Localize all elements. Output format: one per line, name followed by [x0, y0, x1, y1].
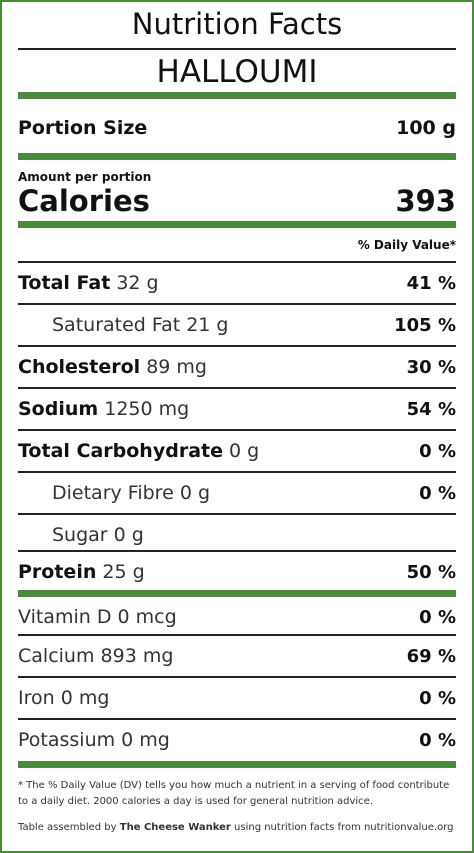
divider	[18, 303, 456, 305]
nutrient-amount: 21 g	[186, 314, 229, 336]
nutrient-row-total-carbohydrate: Total Carbohydrate 0 g 0 %	[18, 431, 456, 471]
vitamin-amount: 0 mcg	[117, 606, 177, 628]
vitamin-percent: 0 %	[419, 729, 456, 751]
vitamin-amount: 893 mg	[100, 645, 174, 667]
vitamin-name: Iron	[18, 687, 55, 709]
daily-value-header: % Daily Value*	[357, 238, 456, 252]
daily-value-footnote: * The % Daily Value (DV) tells you how m…	[18, 780, 450, 807]
divider-thick	[18, 221, 456, 228]
credit-author: The Cheese Wanker	[119, 822, 231, 833]
divider-thick	[18, 153, 456, 160]
divider-thick	[18, 590, 456, 597]
nutrient-name: Protein	[18, 561, 97, 583]
nutrient-name: Total Fat	[18, 272, 111, 294]
amount-per-portion: Amount per portion	[18, 170, 152, 184]
nutrient-name: Cholesterol	[18, 356, 141, 378]
divider	[18, 550, 456, 552]
nutrient-name: Sodium	[18, 398, 99, 420]
portion-size-value: 100 g	[396, 117, 456, 139]
vitamin-percent: 0 %	[419, 606, 456, 628]
divider-thick	[18, 92, 456, 99]
divider	[18, 345, 456, 347]
nutrient-percent: 50 %	[406, 561, 456, 583]
nutrient-row-saturated-fat: Saturated Fat 21 g 105 %	[18, 305, 456, 345]
portion-size-label: Portion Size	[18, 117, 148, 139]
nutrient-percent: 41 %	[406, 272, 456, 294]
nutrient-name: Total Carbohydrate	[18, 440, 223, 462]
nutrient-amount: 32 g	[116, 272, 159, 294]
divider	[18, 513, 456, 515]
vitamin-name: Vitamin D	[18, 606, 112, 628]
portion-size-row: Portion Size 100 g	[18, 114, 456, 142]
divider	[18, 261, 456, 263]
label-title: Nutrition Facts	[131, 7, 343, 41]
vitamin-name: Calcium	[18, 645, 95, 667]
nutrient-percent: 54 %	[406, 398, 456, 420]
vitamin-row-calcium: Calcium 893 mg 69 %	[18, 636, 456, 676]
divider	[18, 718, 456, 720]
nutrient-amount: 0 g	[229, 440, 260, 462]
nutrient-percent: 0 %	[419, 482, 456, 504]
vitamin-name: Potassium	[18, 729, 116, 751]
vitamin-percent: 69 %	[406, 645, 456, 667]
nutrient-percent: 105 %	[394, 314, 456, 336]
calories-value: 393	[395, 184, 456, 218]
nutrient-amount: 89 mg	[146, 356, 207, 378]
nutrient-amount: 0 g	[179, 482, 211, 504]
vitamin-percent: 0 %	[419, 687, 456, 709]
credit-line: Table assembled by The Cheese Wanker usi…	[18, 820, 456, 836]
divider	[18, 676, 456, 678]
divider	[18, 429, 456, 431]
nutrient-row-dietary-fibre: Dietary Fibre 0 g 0 %	[18, 473, 456, 513]
nutrient-name: Saturated Fat	[52, 314, 181, 336]
nutrient-percent: 0 %	[419, 440, 456, 462]
credit-suffix: using nutrition facts from nutritionvalu…	[234, 822, 454, 833]
vitamin-row-iron: Iron 0 mg 0 %	[18, 678, 456, 718]
divider	[18, 387, 456, 389]
divider	[18, 634, 456, 636]
vitamin-amount: 0 mg	[60, 687, 110, 709]
nutrient-name: Dietary Fibre	[52, 482, 174, 504]
credit-prefix: Table assembled by	[18, 822, 117, 833]
nutrient-row-sugar: Sugar 0 g	[18, 515, 456, 555]
nutrient-row-protein: Protein 25 g 50 %	[18, 552, 456, 592]
nutrient-percent: 30 %	[406, 356, 456, 378]
calories-row: Calories 393	[18, 184, 456, 218]
nutrient-row-sodium: Sodium 1250 mg 54 %	[18, 389, 456, 429]
nutrient-amount: 0 g	[113, 524, 144, 546]
product-name: HALLOUMI	[156, 54, 318, 90]
divider	[18, 48, 456, 50]
vitamin-row-vitamin-d: Vitamin D 0 mcg 0 %	[18, 597, 456, 637]
divider	[18, 471, 456, 473]
vitamin-row-potassium: Potassium 0 mg 0 %	[18, 720, 456, 760]
vitamin-amount: 0 mg	[121, 729, 170, 751]
calories-label: Calories	[18, 184, 150, 218]
nutrient-amount: 25 g	[102, 561, 145, 583]
nutrient-row-total-fat: Total Fat 32 g 41 %	[18, 263, 456, 303]
nutrient-amount: 1250 mg	[104, 398, 190, 420]
nutrient-row-cholesterol: Cholesterol 89 mg 30 %	[18, 347, 456, 387]
divider-thick	[18, 761, 456, 768]
nutrient-name: Sugar	[52, 524, 108, 546]
